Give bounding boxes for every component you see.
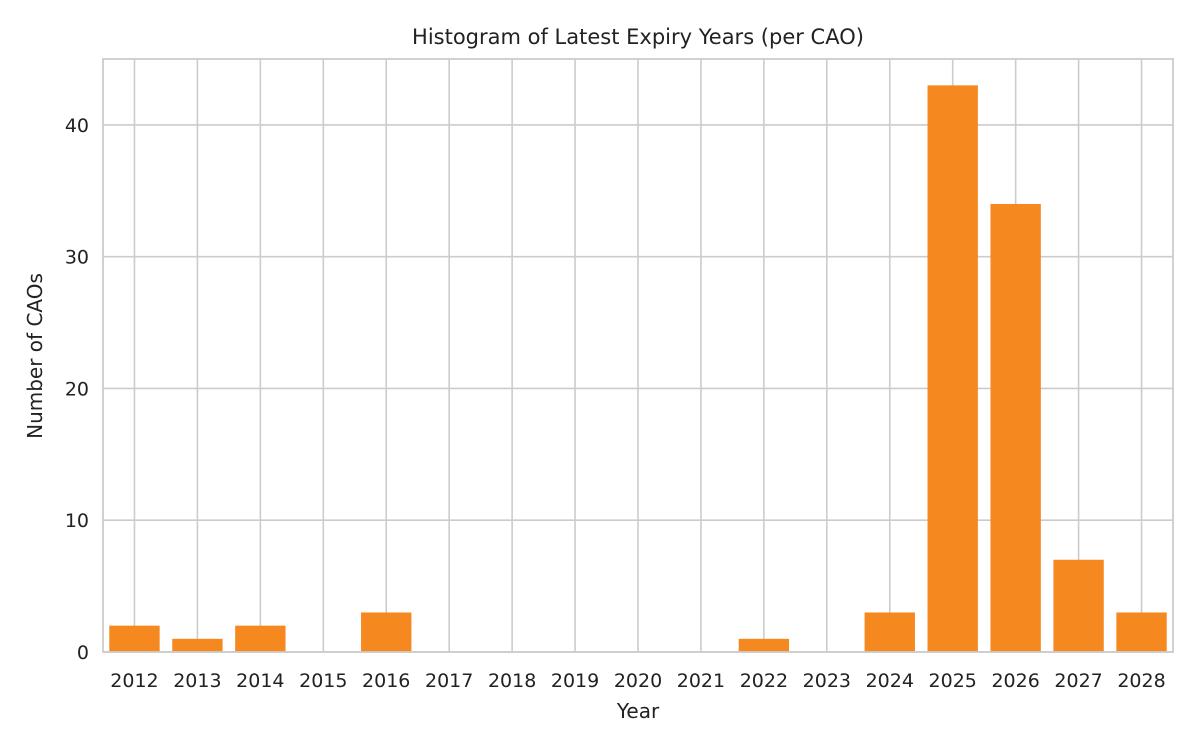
bar-2025 (927, 85, 978, 653)
bar-2022 (738, 638, 790, 652)
x-tick-label: 2019 (551, 670, 599, 692)
y-tick-label: 40 (65, 115, 89, 137)
x-tick-label: 2017 (425, 670, 473, 692)
x-tick-label: 2025 (929, 670, 977, 692)
x-tick-label: 2014 (236, 670, 284, 692)
x-tick-label: 2026 (991, 670, 1039, 692)
bar-2016 (361, 612, 412, 652)
x-tick-label: 2023 (803, 670, 851, 692)
bar-2026 (990, 203, 1041, 652)
x-tick-label: 2018 (488, 670, 536, 692)
y-tick-label: 30 (65, 247, 89, 269)
chart-title: Histogram of Latest Expiry Years (per CA… (412, 25, 864, 49)
y-tick-label: 20 (65, 378, 89, 400)
x-tick-label: 2024 (866, 670, 914, 692)
x-tick-label: 2015 (299, 670, 347, 692)
x-tick-label: 2020 (614, 670, 662, 692)
y-tick-label: 10 (65, 510, 89, 532)
bar-2024 (864, 612, 915, 652)
x-tick-label: 2012 (110, 670, 158, 692)
y-tick-label: 0 (77, 642, 89, 664)
bar-2028 (1116, 612, 1167, 652)
x-tick-label: 2021 (677, 670, 725, 692)
tick-layer: 0 10 20 30 40 2012 2013 2014 2015 2016 2017 2018 201… (65, 115, 1166, 692)
x-tick-label: 2027 (1054, 670, 1102, 692)
x-tick-label: 2022 (740, 670, 788, 692)
x-tick-label: 2028 (1117, 670, 1165, 692)
plot-frame (102, 58, 1174, 653)
x-axis-label: Year (616, 699, 660, 723)
bar-2027 (1053, 559, 1104, 652)
bar-layer (109, 85, 1167, 653)
x-tick-label: 2016 (362, 670, 410, 692)
bar-2014 (235, 625, 286, 652)
x-tick-label: 2013 (173, 670, 221, 692)
y-axis-label: Number of CAOs (23, 273, 47, 439)
bar-2012 (109, 625, 160, 652)
bar-2013 (172, 638, 223, 652)
